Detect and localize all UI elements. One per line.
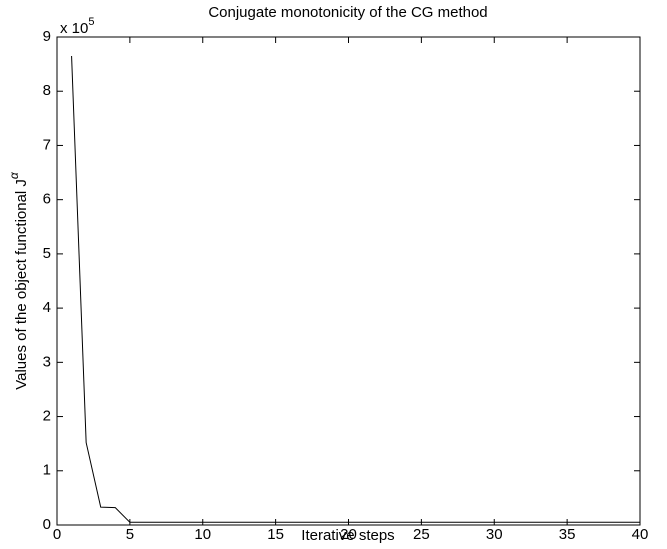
x-tick-label: 35	[559, 526, 576, 543]
y-tick-label: 5	[43, 245, 51, 262]
x-tick-label: 40	[632, 526, 649, 543]
x-tick-label: 25	[413, 526, 430, 543]
y-scale: x 105	[60, 16, 94, 37]
chart-title: Conjugate monotonicity of the CG method	[208, 4, 487, 21]
x-tick-label: 10	[194, 526, 211, 543]
y-scale-label: x 10	[60, 20, 88, 37]
y-tick-label: 1	[43, 462, 51, 479]
x-tick-label: 0	[53, 526, 61, 543]
y-axis-label-text: Values of the object functional J	[13, 179, 30, 390]
y-tick-label: 4	[43, 299, 51, 316]
line-series	[71, 55, 640, 523]
x-tick-label: 5	[126, 526, 134, 543]
y-tick-label: 9	[43, 28, 51, 45]
x-axis-label: Iterative steps	[301, 527, 394, 544]
y-scale-exponent: 5	[88, 16, 94, 28]
x-tick-label: 20	[340, 526, 357, 543]
y-tick-label: 8	[43, 82, 51, 99]
y-axis-label-sup: α	[7, 171, 21, 179]
plot-frame	[56, 36, 641, 526]
y-tick-label: 2	[43, 408, 51, 425]
y-tick-label: 3	[43, 353, 51, 370]
y-tick-label: 0	[43, 516, 51, 533]
x-tick-label: 30	[486, 526, 503, 543]
y-axis-label: Values of the object functional Jα	[7, 171, 30, 390]
y-tick-label: 6	[43, 191, 51, 208]
x-tick-label: 15	[267, 526, 284, 543]
y-tick-label: 7	[43, 136, 51, 153]
